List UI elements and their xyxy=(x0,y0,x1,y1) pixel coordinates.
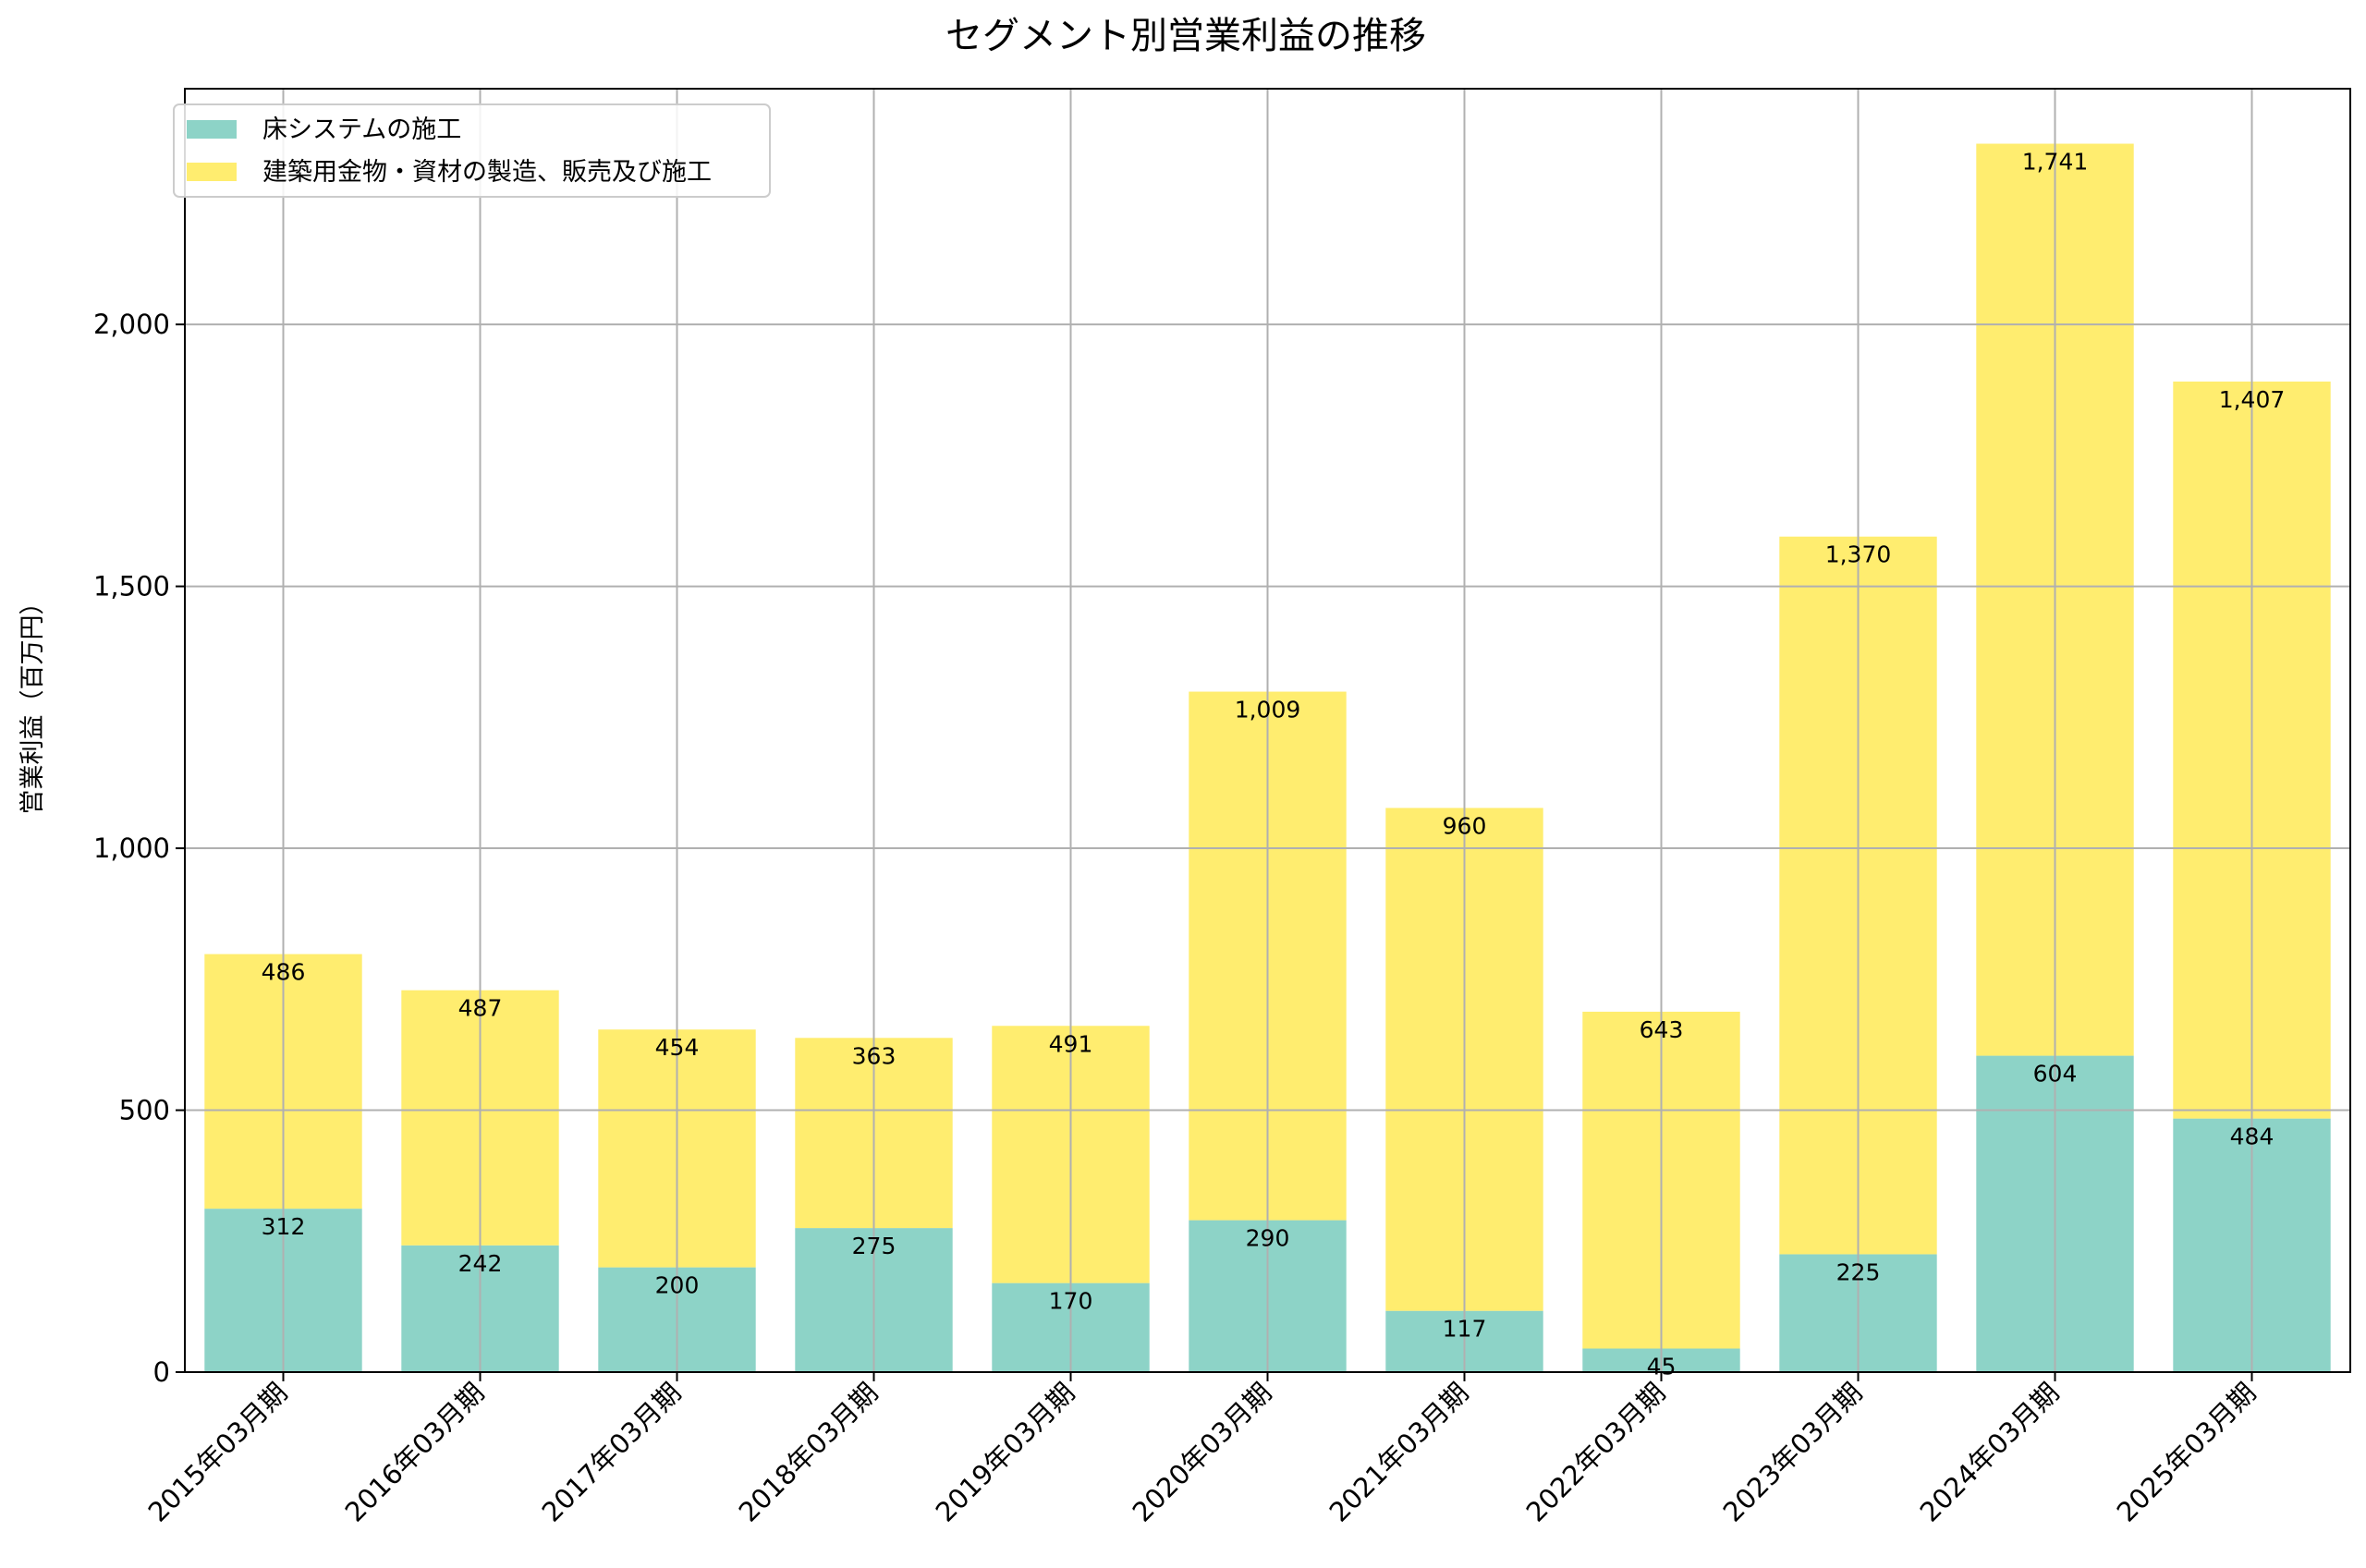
x-tick-label: 2022年03月期 xyxy=(1520,1377,1672,1528)
data-label: 487 xyxy=(458,995,503,1022)
x-tick-label: 2015年03月期 xyxy=(142,1377,294,1528)
data-label: 275 xyxy=(852,1233,896,1259)
legend-swatch xyxy=(187,163,237,181)
x-tick-label: 2016年03月期 xyxy=(339,1377,491,1528)
data-label: 312 xyxy=(262,1213,306,1240)
legend-swatch xyxy=(187,120,237,139)
legend-entry: 建築用金物・資材の製造、販売及び施工 xyxy=(262,158,712,187)
data-label: 604 xyxy=(2033,1061,2078,1088)
data-label: 170 xyxy=(1049,1288,1093,1315)
data-label: 1,370 xyxy=(1825,541,1892,568)
y-tick-label: 1,000 xyxy=(93,833,170,864)
data-label: 1,009 xyxy=(1235,697,1301,723)
data-label: 1,741 xyxy=(2022,149,2089,176)
x-tick-label: 2020年03月期 xyxy=(1127,1377,1278,1528)
x-tick-label: 2018年03月期 xyxy=(733,1377,884,1528)
y-tick-label: 0 xyxy=(153,1356,170,1388)
data-label: 643 xyxy=(1640,1016,1684,1043)
data-label: 1,407 xyxy=(2219,386,2286,413)
data-label: 484 xyxy=(2230,1124,2275,1150)
legend-box xyxy=(173,103,771,198)
data-label: 960 xyxy=(1443,812,1487,839)
y-axis-label: 営業利益（百万円） xyxy=(18,590,47,815)
x-tick-label: 2019年03月期 xyxy=(930,1377,1081,1528)
data-label: 290 xyxy=(1246,1225,1290,1252)
chart-title: セグメント別営業利益の推移 xyxy=(945,15,1426,57)
x-tick-label: 2023年03月期 xyxy=(1717,1377,1869,1528)
grid-lines xyxy=(185,89,2350,1373)
data-label: 225 xyxy=(1836,1258,1881,1285)
y-axis-ticks: 0 500 1,000 1,500 2,000 xyxy=(93,309,185,1388)
legend-entry: 床システムの施工 xyxy=(262,115,461,144)
y-tick-label: 1,500 xyxy=(93,571,170,602)
data-label: 242 xyxy=(458,1250,503,1277)
x-tick-label: 2025年03月期 xyxy=(2111,1377,2262,1528)
x-axis-ticks: 2015年03月期 2016年03月期 2017年03月期 2018年03月期 2019… xyxy=(142,1372,2262,1528)
x-tick-label: 2024年03月期 xyxy=(1914,1377,2066,1528)
data-label: 486 xyxy=(262,959,306,986)
data-label: 454 xyxy=(655,1034,700,1061)
data-label: 200 xyxy=(655,1272,700,1299)
data-labels: 3122422002751702901174522560448448648745… xyxy=(262,149,2286,1380)
y-tick-label: 2,000 xyxy=(93,309,170,340)
data-label: 117 xyxy=(1443,1316,1487,1343)
x-tick-label: 2021年03月期 xyxy=(1323,1377,1475,1528)
x-tick-label: 2017年03月期 xyxy=(536,1377,688,1528)
y-tick-label: 500 xyxy=(119,1095,170,1126)
data-label: 363 xyxy=(852,1042,896,1069)
data-label: 491 xyxy=(1049,1030,1093,1057)
